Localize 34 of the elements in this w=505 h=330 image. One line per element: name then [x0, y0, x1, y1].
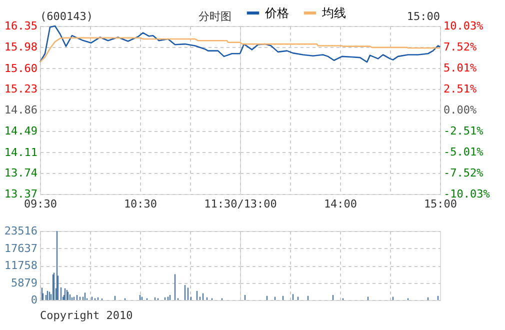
y-tick-label: 16.35: [4, 20, 38, 32]
y-tick-label: 5879: [11, 276, 38, 290]
y-tick-label: 14.11: [4, 146, 38, 159]
text: 7.52%: [444, 40, 477, 54]
text: 2.51%: [444, 82, 477, 96]
chart-subtitle: 分时图: [198, 10, 232, 23]
y-tick-label: 13.37: [4, 188, 38, 200]
y-tick-label: 17637: [4, 242, 38, 255]
legend-label: 均线: [321, 6, 346, 20]
text: -7.52%: [444, 166, 484, 180]
legend-label: 价格: [264, 6, 289, 20]
chart-title: (600143): [40, 10, 93, 23]
text: 0.00%: [444, 104, 477, 116]
y-tick-label: 14.49: [4, 124, 38, 138]
y-tick-label: 23516: [4, 224, 38, 238]
y-tick-label: 11758: [4, 259, 38, 272]
y-tick-label: 0: [30, 294, 38, 306]
text: -10.03%: [444, 188, 490, 200]
text: 15:00: [406, 10, 440, 23]
y-tick-label: 15.60: [4, 62, 38, 75]
y-tick-label: 15.98: [4, 40, 38, 54]
text: 10.03%: [444, 20, 484, 32]
text: -2.51%: [444, 124, 484, 138]
x-tick-label: 15:00: [424, 198, 458, 210]
text: -5.01%: [444, 145, 484, 158]
text: 5.01%: [444, 62, 477, 75]
x-tick-label: 11:30/13:00: [204, 198, 277, 210]
y-tick-label: 14.86: [4, 104, 38, 116]
x-tick-label: 09:30: [24, 198, 58, 210]
x-tick-label: 14:00: [324, 198, 358, 210]
y-tick-label: 13.74: [4, 166, 38, 180]
x-tick-label: 10:30: [124, 198, 158, 210]
y-tick-label: 15.23: [4, 82, 38, 96]
text: Copyright 2010: [40, 309, 133, 322]
